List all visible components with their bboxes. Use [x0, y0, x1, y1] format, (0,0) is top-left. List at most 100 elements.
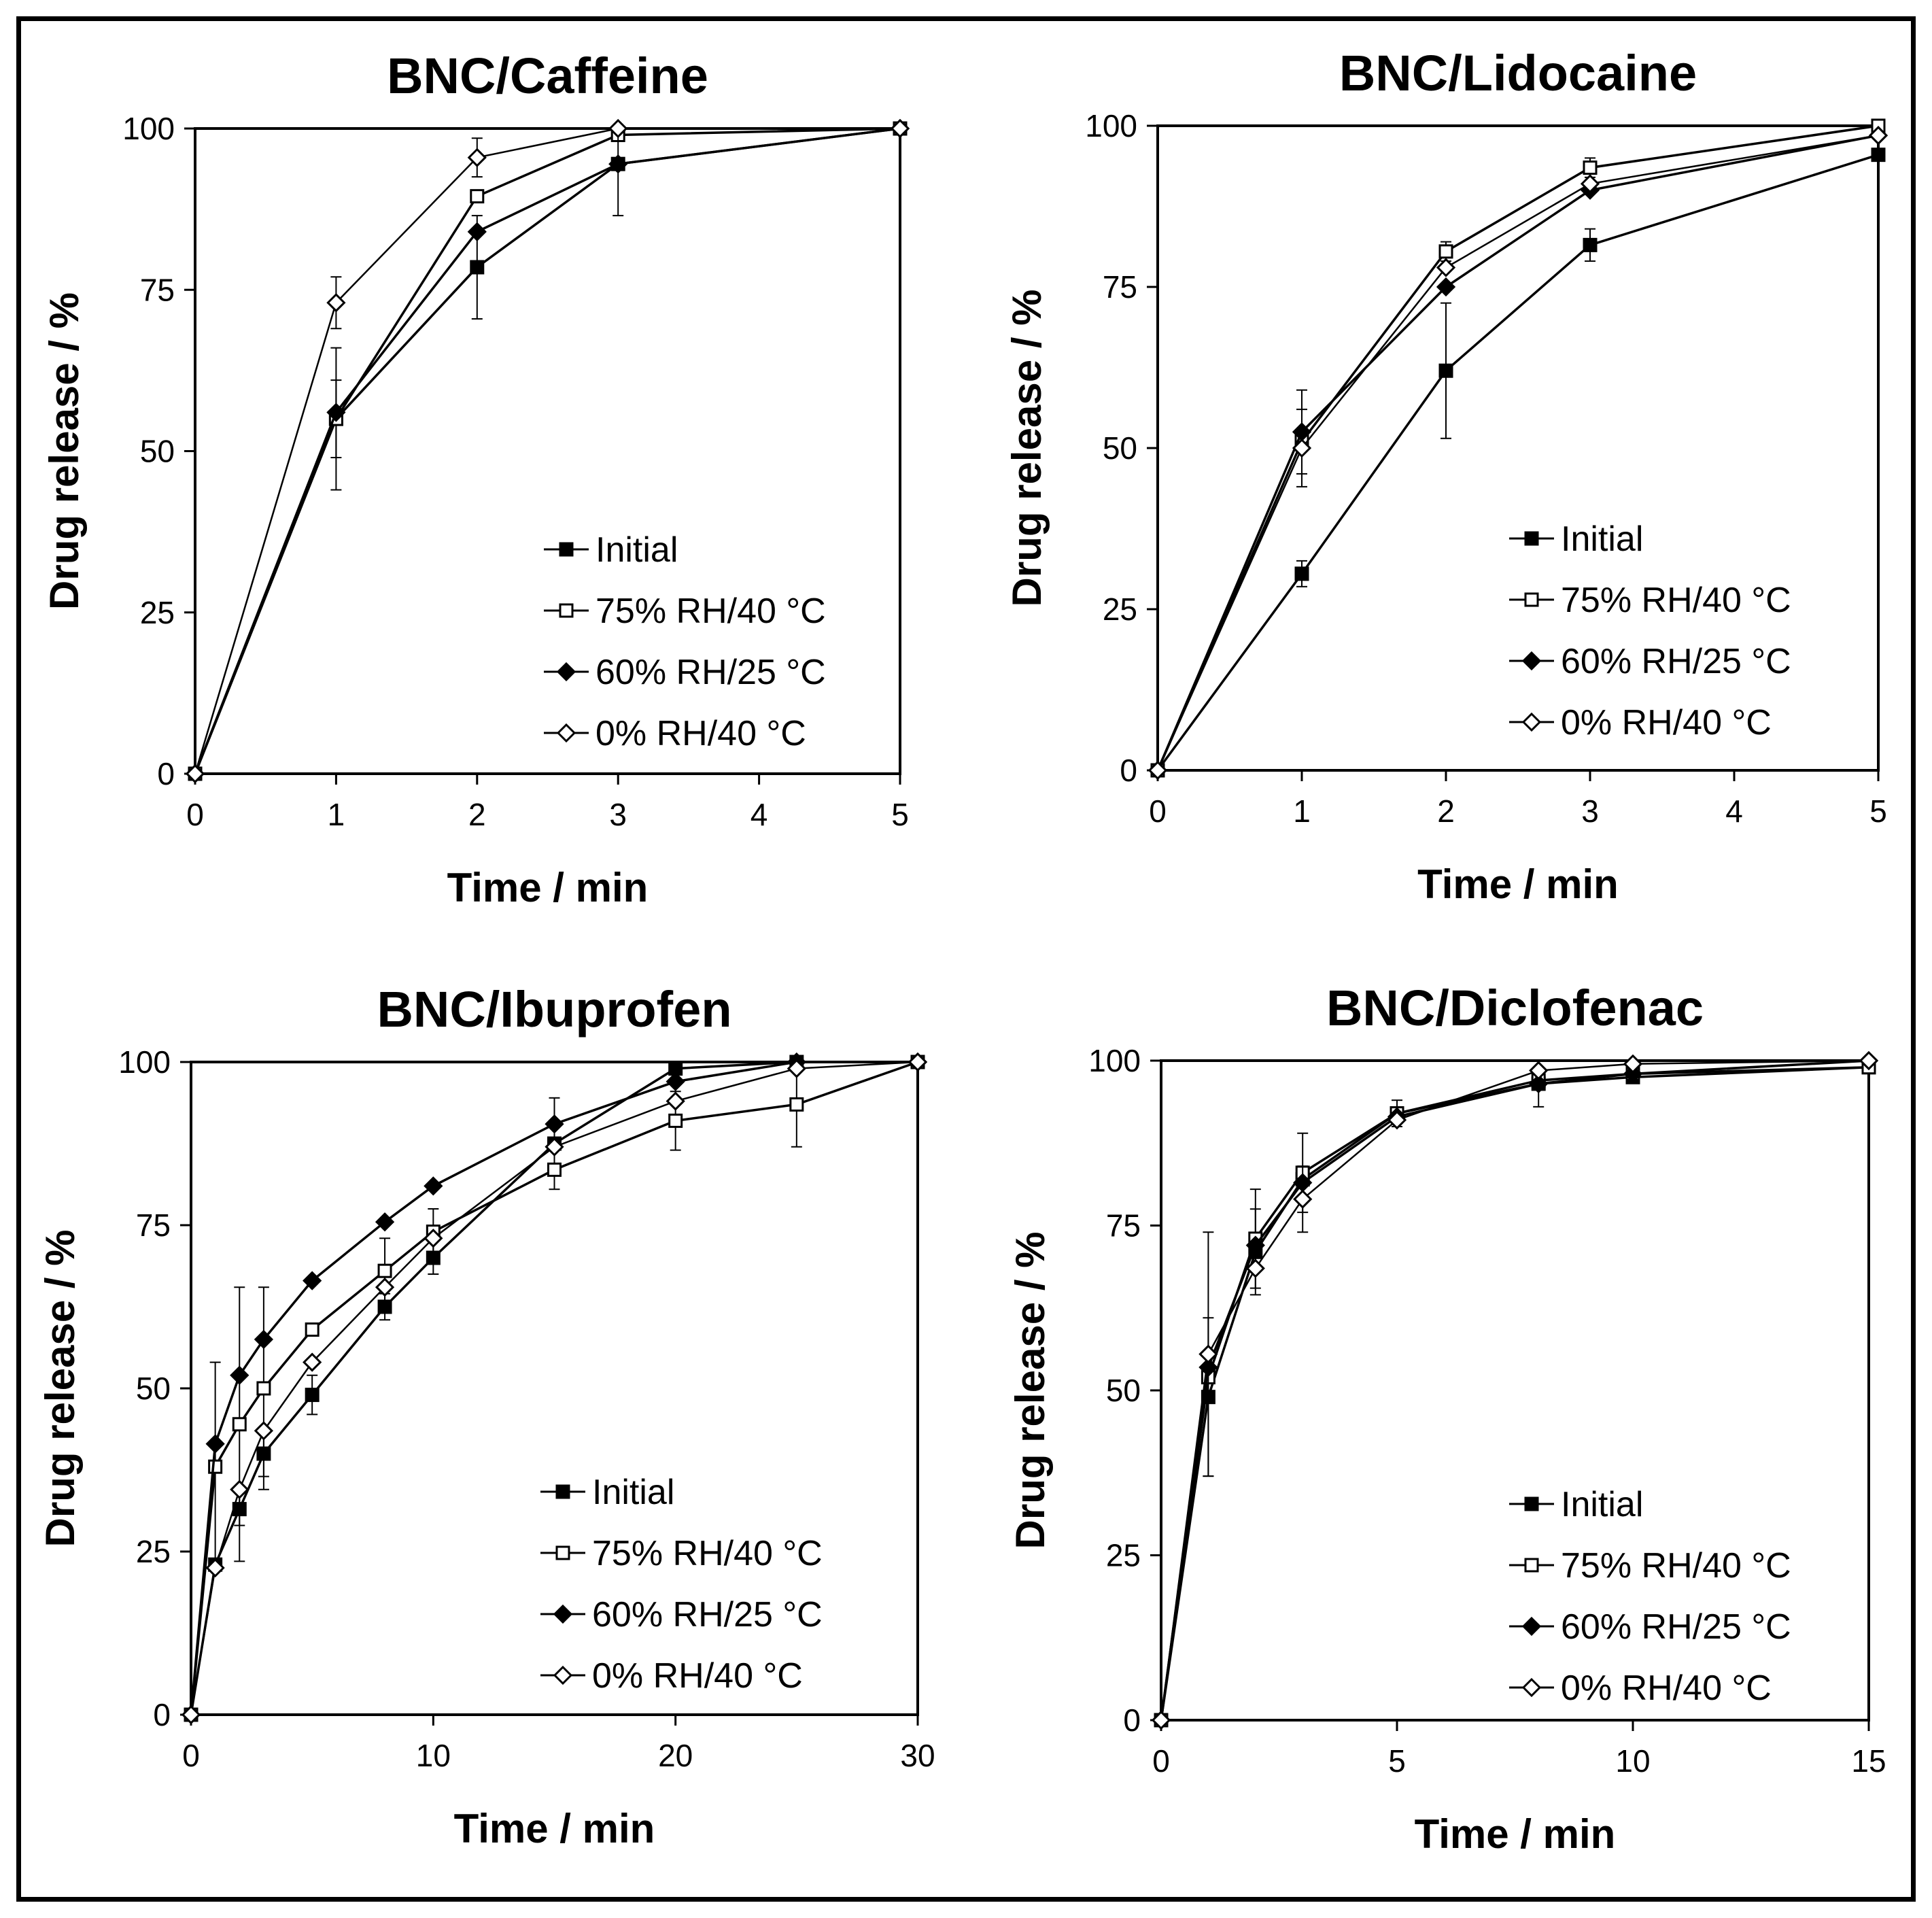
legend-marker	[559, 603, 574, 618]
x-axis-label: Time / min	[454, 1806, 655, 1851]
chart-panel-bnc-lidocaine: BNC/Lidocaine 0 25 50 75 100 0 1 2 3 4 5 Time / min D…	[1004, 45, 1888, 907]
x-axis-label: Time / min	[1415, 1811, 1616, 1857]
data-point	[377, 1263, 392, 1278]
legend-entry: 75% RH/40 °C	[1509, 581, 1791, 620]
data-point	[467, 222, 487, 241]
data-point	[1148, 760, 1168, 781]
data-point	[230, 1479, 249, 1499]
x-axis-label: Time / min	[447, 865, 649, 910]
data-point	[375, 1278, 395, 1297]
data-point	[375, 1212, 395, 1232]
legend-entry: 75% RH/40 °C	[540, 1534, 823, 1573]
chart-title-bnc-diclofenac: BNC/Diclofenac	[1326, 980, 1704, 1036]
legend-marker	[1521, 712, 1542, 732]
legend-entry: 60% RH/25 °C	[540, 1595, 823, 1634]
chart-panel-bnc-diclofenac: BNC/Diclofenac 0 25 50 75 100 0 5 10 15 Time / min…	[1007, 980, 1886, 1857]
legend-marker	[1524, 1496, 1539, 1511]
data-point	[1623, 1064, 1643, 1084]
data-point	[666, 1091, 685, 1111]
chart-title-bnc-ibuprofen: BNC/Ibuprofen	[377, 981, 731, 1038]
legend-entry: 0% RH/40 °C	[540, 1656, 803, 1696]
x-tick-label: 5	[891, 797, 909, 832]
legend-marker	[556, 723, 576, 743]
legend-entry: 60% RH/25 °C	[1509, 642, 1791, 681]
data-point	[1529, 1074, 1549, 1094]
data-point	[666, 1072, 685, 1091]
y-axis-label: Drug release / %	[1004, 290, 1050, 607]
legend-entry: 0% RH/40 °C	[1509, 703, 1772, 742]
y-tick-label: 0	[1120, 753, 1137, 788]
legend-entry: Initial	[544, 530, 678, 570]
data-point	[1871, 148, 1886, 162]
data-point	[256, 1381, 271, 1396]
y-tick-label: 25	[1106, 1538, 1141, 1573]
legend-label: 75% RH/40 °C	[1561, 581, 1791, 620]
data-point	[1438, 363, 1453, 378]
data-point	[1859, 1050, 1879, 1071]
data-point	[470, 189, 485, 204]
legend-label: 75% RH/40 °C	[1561, 1546, 1791, 1586]
legend-label: 0% RH/40 °C	[1561, 703, 1772, 742]
x-tick-label: 20	[658, 1738, 693, 1773]
legend-marker	[555, 1484, 570, 1499]
y-tick-label: 100	[118, 1044, 171, 1080]
data-point	[668, 1113, 683, 1128]
legend-entry: 60% RH/25 °C	[544, 653, 826, 692]
legend-bnc-ibuprofen: Initial 75% RH/40 °C 60% RH/25 °C 0% RH/40 …	[540, 1473, 823, 1696]
data-point	[1387, 1110, 1407, 1130]
data-point	[185, 764, 205, 784]
legend-bnc-diclofenac: Initial 75% RH/40 °C 60% RH/25 °C 0% RH/40 …	[1509, 1485, 1791, 1708]
data-point	[424, 1176, 443, 1196]
data-point	[547, 1162, 562, 1177]
legend-entry: Initial	[1509, 1485, 1643, 1524]
series-0-rh-40-c	[181, 1052, 928, 1725]
data-point	[254, 1329, 274, 1350]
data-point	[303, 1271, 322, 1290]
x-tick-label: 30	[900, 1738, 935, 1773]
data-point	[205, 1434, 225, 1454]
legend-label: 60% RH/25 °C	[1561, 1607, 1791, 1647]
x-tick-label: 4	[1725, 793, 1743, 829]
data-point	[1868, 126, 1888, 145]
x-tick-label: 0	[1152, 1743, 1170, 1779]
y-axis-label: Drug release / %	[37, 1230, 83, 1547]
x-tick-label: 0	[182, 1738, 200, 1773]
legend-entry: 0% RH/40 °C	[1509, 1668, 1772, 1708]
legend-label: 60% RH/25 °C	[596, 653, 826, 692]
y-axis-label: Drug release / %	[1007, 1232, 1053, 1549]
legend-label: 0% RH/40 °C	[592, 1656, 803, 1696]
legend-label: Initial	[1561, 1485, 1643, 1524]
y-axis-label: Drug release / %	[41, 292, 87, 610]
data-point	[326, 403, 346, 422]
chart-panel-bnc-caffeine: BNC/Caffeine 0 25 50 75 100 0 1 2 3 4 5 Time / min Dr…	[41, 48, 910, 910]
legend-marker	[556, 662, 576, 682]
y-tick-label: 50	[136, 1371, 171, 1406]
y-tick-label: 50	[1106, 1373, 1141, 1408]
legend-entry: Initial	[1509, 519, 1643, 559]
data-point	[787, 1059, 806, 1078]
series-line	[1160, 1059, 1869, 1721]
y-tick-label: 75	[136, 1208, 171, 1243]
data-point	[181, 1705, 201, 1725]
series-0-rh-40-c	[1151, 1050, 1879, 1730]
data-point	[1151, 1710, 1171, 1730]
data-point	[1245, 1235, 1265, 1255]
legend-marker	[1521, 651, 1542, 671]
legend-entry: 60% RH/25 °C	[1509, 1607, 1791, 1647]
y-tick-label: 50	[140, 434, 175, 469]
legend-marker	[1521, 1616, 1542, 1637]
x-tick-label: 5	[1388, 1743, 1406, 1779]
data-point	[789, 1097, 804, 1112]
y-tick-label: 75	[140, 272, 175, 307]
data-point	[908, 1052, 928, 1072]
data-point	[326, 293, 346, 313]
x-tick-label: 3	[609, 797, 627, 832]
data-point	[1294, 566, 1309, 581]
y-tick-label: 25	[1103, 592, 1137, 627]
data-point	[1438, 244, 1453, 259]
y-tick-label: 100	[122, 111, 175, 146]
data-point	[470, 260, 485, 275]
legend-entry: Initial	[540, 1473, 674, 1512]
data-point	[545, 1114, 564, 1134]
data-point	[1436, 258, 1456, 277]
